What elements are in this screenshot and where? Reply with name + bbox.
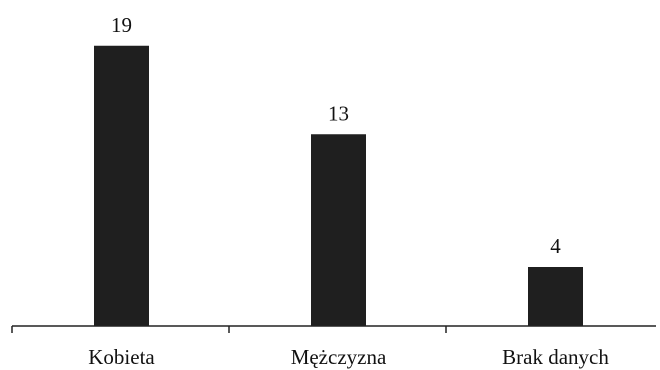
bar-brak-danych xyxy=(528,267,583,326)
bar-mężczyzna xyxy=(311,134,366,326)
category-label: Kobieta xyxy=(88,345,155,369)
category-label: Mężczyzna xyxy=(291,345,387,369)
bar-value-label: 19 xyxy=(111,13,132,37)
bar-value-label: 13 xyxy=(328,101,349,125)
category-label: Brak danych xyxy=(502,345,609,369)
bars-group xyxy=(94,45,583,326)
category-labels-group: Kobieta Mężczyzna Brak danych xyxy=(88,345,609,369)
x-axis-ticks xyxy=(11,326,447,333)
value-labels-group: 19 13 4 xyxy=(111,13,561,258)
bar-kobieta xyxy=(94,45,149,326)
bar-value-label: 4 xyxy=(550,234,561,258)
